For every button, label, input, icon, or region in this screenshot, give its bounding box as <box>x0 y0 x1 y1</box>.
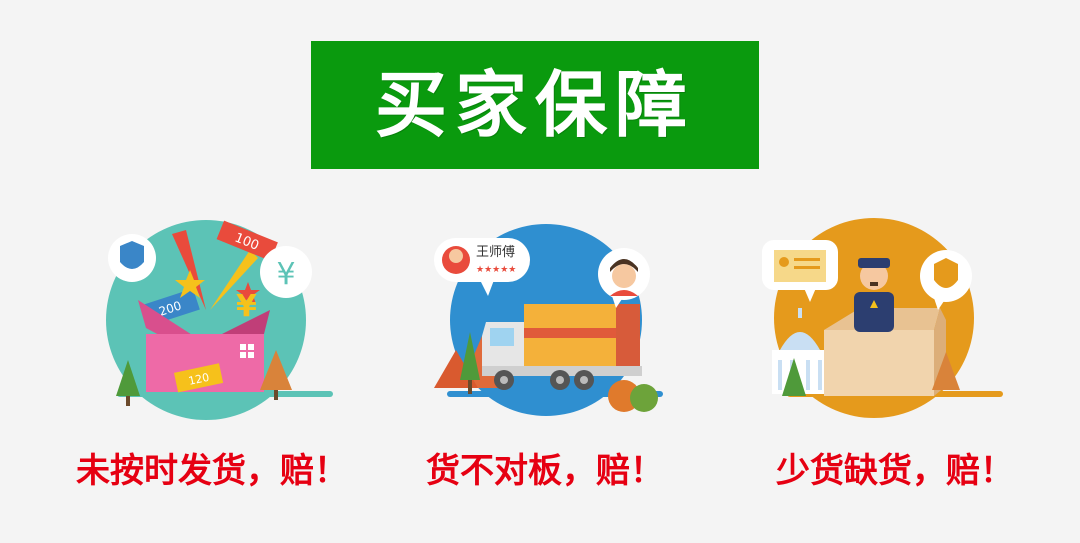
caption-missing-goods: 少货缺货，赔！ <box>776 451 1014 491</box>
police-box-icon <box>762 218 1003 418</box>
caption-late-shipment: 未按时发货，赔！ <box>76 451 348 491</box>
guarantee-banner: 买家保障 <box>311 41 759 169</box>
courier-name: 王师傅 <box>476 245 515 260</box>
guarantee-card-mismatch: 王师傅 ★★★★★ <box>420 210 720 420</box>
gift-box-icon: 100 200 ¥ 120 <box>106 220 333 420</box>
svg-text:¥: ¥ <box>236 289 257 324</box>
ticket-label-120: 120 <box>187 371 210 388</box>
currency-symbol: ¥ <box>276 257 295 292</box>
guarantee-card-missing-goods <box>750 210 1050 420</box>
delivery-truck-icon: 王师傅 ★★★★★ <box>434 224 663 416</box>
ticket-label-200: 200 <box>157 298 183 318</box>
caption-mismatch: 货不对板，赔！ <box>426 451 664 491</box>
guarantee-card-late-shipment: 100 200 ¥ 120 <box>80 210 380 420</box>
banner-title: 买家保障 <box>374 63 695 147</box>
courier-rating: ★★★★★ <box>476 265 516 275</box>
